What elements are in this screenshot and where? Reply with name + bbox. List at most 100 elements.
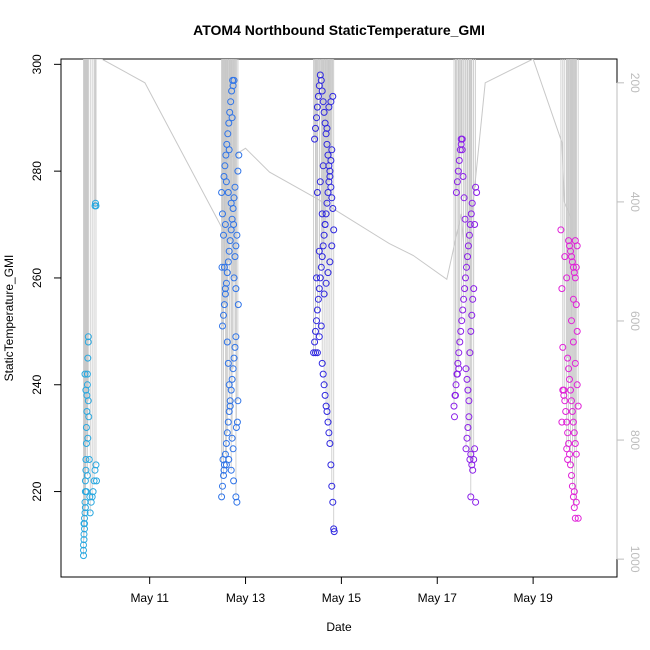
data-point [569,493,577,501]
data-point [92,461,100,469]
data-point [457,327,465,335]
data-point [567,386,574,394]
data-point [80,541,87,549]
data-point [462,445,470,453]
data-point [326,173,334,180]
data-point [572,498,580,506]
data-point [234,397,242,405]
data-point [85,456,93,463]
data-point [234,301,242,309]
data-point [327,461,335,469]
data-point [469,466,477,474]
data-point [470,456,478,463]
data-point [323,408,331,415]
data-point [568,408,576,415]
data-point [459,306,467,314]
data-point [231,253,239,261]
y-tick-label: 300 [30,54,44,74]
data-point [84,354,92,362]
data-point [467,210,475,218]
data-point [228,114,236,122]
data-point [463,375,471,383]
data-point [469,295,477,303]
data-point [81,509,89,517]
data-point [223,269,231,277]
data-point [80,530,88,538]
data-point [81,504,89,512]
data-point [223,429,231,437]
data-point [312,124,319,132]
data-point [229,365,237,373]
data-point [561,253,569,261]
x-tick-label: May 17 [418,591,458,605]
data-point [220,301,228,309]
data-point [84,333,92,341]
data-point [328,194,336,202]
data-point [221,285,229,293]
data-point [321,391,329,399]
data-point [566,375,573,383]
data-point [322,279,330,287]
data-point [563,274,571,282]
data-point [227,199,235,207]
data-point [317,263,325,271]
data-point [220,472,227,479]
data-point [467,450,475,458]
data-point [330,525,338,533]
data-point [460,194,468,202]
data-point [564,456,572,463]
data-point [568,253,575,261]
data-point [221,221,229,228]
data-point [220,231,227,239]
data-point [324,151,332,159]
data-point [463,263,470,271]
data-point [80,546,87,554]
data-point [222,440,230,447]
data-point [569,263,577,271]
data-point [573,327,581,335]
data-point [226,237,234,245]
data-point [320,381,328,389]
data-point [323,199,331,207]
data-point [232,333,240,341]
data-point [326,167,334,175]
data-point [320,108,328,116]
data-point [83,370,91,378]
x-tick-label: May 15 [322,591,362,605]
data-point [234,167,242,175]
data-point [80,552,87,560]
data-point [464,386,472,394]
data-point [574,514,582,522]
data-point [568,317,575,325]
data-point [317,322,325,330]
data-point [323,140,331,148]
data-point [318,87,326,95]
data-point [463,434,471,442]
data-point [569,338,577,346]
data-point [330,226,338,234]
data-point [218,493,226,501]
data-point [224,189,232,196]
data-point [313,306,321,314]
data-point [313,114,320,122]
data-point [90,477,98,485]
x-tick-label: May 11 [130,591,169,605]
data-point [86,493,94,501]
data-point [571,274,579,282]
data-point [452,391,459,399]
data-point [452,189,460,196]
data-point [312,349,319,357]
data-point [471,221,479,228]
data-point [231,183,239,191]
data-point [86,509,94,517]
data-point [219,210,226,218]
x-tick-label: May 19 [513,591,553,605]
data-point [233,231,241,239]
data-point [225,247,233,255]
data-point [454,359,462,367]
data-point [230,354,238,362]
data-point [571,514,579,522]
data-point [569,295,577,303]
data-point [318,359,326,367]
